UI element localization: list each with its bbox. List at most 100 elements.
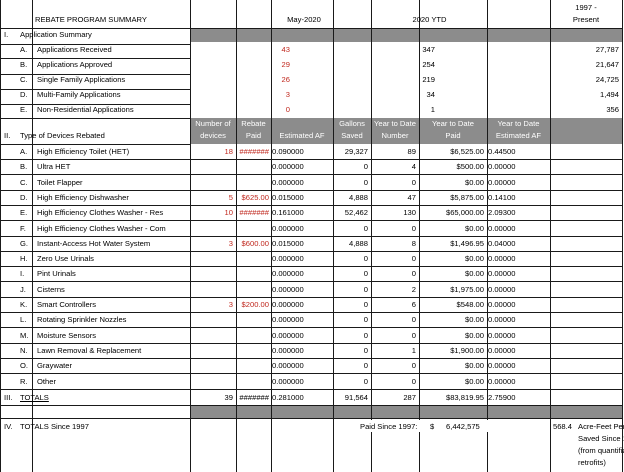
device-estimated-af: 0.015000	[272, 192, 304, 202]
hdr-rebate-top: Rebate	[241, 119, 266, 128]
grid-hline-6	[0, 118, 190, 119]
device-number: 18	[224, 147, 233, 156]
hdr-ytd-paid-bottom: Paid	[445, 131, 461, 140]
device-row-divider	[0, 266, 622, 267]
totals-ytd-af: 2.75900	[488, 393, 516, 402]
device-letter: R.	[20, 376, 28, 386]
device-ytd-af: 0.00000	[488, 376, 516, 386]
device-ytd-paid: $0.00	[464, 330, 484, 340]
device-ytd-number: 0	[411, 361, 416, 371]
device-label: Pint Urinals	[37, 269, 76, 279]
totals-ytd-paid: $83,819.95	[445, 393, 484, 402]
device-ytd-number: 89	[407, 147, 416, 156]
device-ytd-number: 0	[411, 376, 416, 386]
device-ytd-number: 2	[411, 284, 416, 294]
totals-estimated-af: 0.281000	[272, 393, 304, 402]
device-ytd-af: 0.00000	[488, 300, 516, 309]
device-row-divider	[0, 205, 622, 206]
device-ytd-paid: $0.00	[464, 177, 484, 187]
app-present-value: 21,647	[595, 60, 619, 69]
device-ytd-paid: $65,000.00	[445, 208, 484, 218]
device-ytd-af: 0.00000	[488, 315, 516, 325]
device-ytd-number: 1	[411, 345, 416, 355]
device-rebate-paid: $600.00	[241, 238, 269, 248]
totals-gallons-saved: 91,564	[344, 393, 368, 402]
device-estimated-af: 0.015000	[272, 238, 304, 248]
app-ytd-value: 34	[426, 90, 435, 99]
device-label: Zero Use Urinals	[37, 254, 94, 264]
since-note-line: Saved Since 1997	[578, 434, 624, 443]
grid-hline-1	[0, 44, 190, 45]
device-estimated-af: 0.000000	[272, 330, 304, 340]
device-ytd-af: 2.09300	[488, 208, 516, 218]
col-present-header-top: 1997 -	[575, 3, 597, 12]
device-ytd-paid: $0.00	[464, 223, 484, 233]
device-ytd-af: 0.14100	[488, 192, 516, 202]
device-ytd-number: 0	[411, 177, 416, 187]
grid-hline-5	[0, 104, 190, 105]
device-number: 5	[228, 192, 233, 202]
device-letter: D.	[20, 192, 28, 202]
device-ytd-af: 0.00000	[488, 284, 516, 294]
device-ytd-number: 0	[411, 223, 416, 233]
header-band-bottom	[190, 406, 622, 418]
device-gallons-saved: 4,888	[348, 238, 368, 248]
device-ytd-paid: $5,875.00	[450, 192, 484, 202]
device-letter: I.	[20, 269, 25, 279]
device-ytd-number: 6	[411, 300, 416, 309]
row-label: Single Family Applications	[37, 75, 126, 84]
device-label: Graywater	[37, 361, 73, 371]
device-label: High Efficiency Toilet (HET)	[37, 147, 130, 156]
section-numeral: I.	[4, 30, 9, 39]
device-ytd-paid: $0.00	[464, 376, 484, 386]
device-row-divider	[0, 389, 622, 390]
app-present-value: 1,494	[599, 90, 619, 99]
device-gallons-saved: 4,888	[348, 192, 368, 202]
app-ytd-value: 347	[422, 45, 435, 54]
hdr-gallons-bottom: Saved	[341, 131, 363, 140]
row-letter: A.	[20, 45, 28, 54]
device-ytd-af: 0.00000	[488, 269, 516, 279]
grid-hline-3	[0, 74, 190, 75]
hdr-ytd-af-top: Year to Date	[497, 119, 540, 128]
device-letter: G.	[20, 238, 29, 248]
hdr-estimated-af: Estimated AF	[279, 131, 325, 140]
since-paid-value: 6,442,575	[446, 422, 480, 431]
device-ytd-af: 0.00000	[488, 345, 516, 355]
device-letter: F.	[20, 223, 26, 233]
device-gallons-saved: 0	[363, 269, 368, 279]
device-label: High Efficiency Clothes Washer - Com	[37, 223, 166, 233]
device-label: Lawn Removal & Replacement	[37, 345, 142, 355]
device-letter: K.	[20, 300, 28, 309]
since-currency: $	[430, 422, 435, 431]
device-row-divider	[0, 281, 622, 282]
since-note-line: (from quantifiable	[578, 446, 624, 455]
device-rebate-paid: $200.00	[241, 300, 269, 309]
device-rebate-paid: $625.00	[241, 192, 269, 202]
app-month-value: 29	[281, 60, 290, 69]
device-label: Rotating Sprinkler Nozzles	[37, 315, 127, 325]
device-ytd-paid: $0.00	[464, 315, 484, 325]
section-numeral: IV.	[4, 422, 13, 431]
device-letter: B.	[20, 162, 28, 172]
device-gallons-saved: 0	[363, 315, 368, 325]
device-row-divider	[0, 373, 622, 374]
device-ytd-paid: $0.00	[464, 269, 484, 279]
device-label: Toilet Flapper	[37, 177, 83, 187]
device-ytd-number: 4	[411, 162, 416, 172]
col-month-header: May-2020	[287, 15, 321, 24]
hdr-ytd-number-top: Year to Date	[374, 119, 416, 128]
device-gallons-saved: 0	[363, 345, 368, 355]
device-gallons-saved: 0	[363, 361, 368, 371]
app-month-value: 0	[285, 105, 290, 114]
since-label: TOTALS Since 1997	[20, 422, 89, 431]
device-letter: A.	[20, 147, 28, 156]
device-estimated-af: 0.000000	[272, 345, 304, 355]
device-ytd-af: 0.00000	[488, 330, 516, 340]
device-row-divider	[0, 174, 622, 175]
device-row-divider	[0, 236, 622, 237]
section-heading: Application Summary	[20, 30, 92, 39]
row-label: Applications Approved	[37, 60, 113, 69]
hdr-ytd-paid-top: Year to Date	[432, 119, 474, 128]
hdr-number-top: Number of	[195, 119, 231, 128]
